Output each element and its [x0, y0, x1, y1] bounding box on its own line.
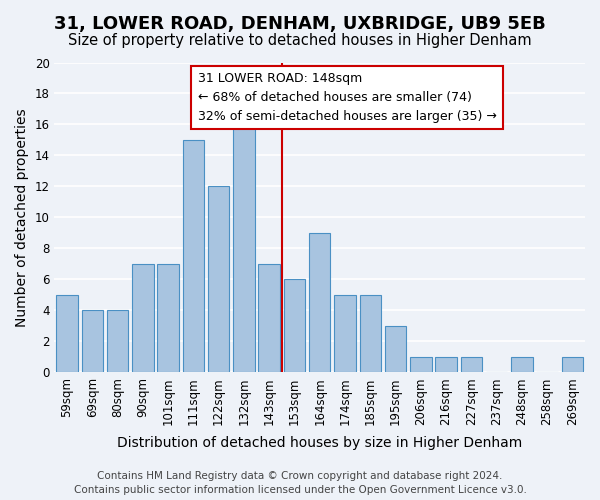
Bar: [233, 124, 254, 372]
Bar: [107, 310, 128, 372]
Bar: [82, 310, 103, 372]
Y-axis label: Number of detached properties: Number of detached properties: [15, 108, 29, 327]
Text: 31, LOWER ROAD, DENHAM, UXBRIDGE, UB9 5EB: 31, LOWER ROAD, DENHAM, UXBRIDGE, UB9 5E…: [54, 15, 546, 33]
Bar: [182, 140, 204, 372]
Text: Size of property relative to detached houses in Higher Denham: Size of property relative to detached ho…: [68, 32, 532, 48]
Bar: [309, 233, 331, 372]
Bar: [208, 186, 229, 372]
Bar: [359, 295, 381, 372]
Bar: [562, 357, 583, 372]
Bar: [410, 357, 431, 372]
Bar: [132, 264, 154, 372]
X-axis label: Distribution of detached houses by size in Higher Denham: Distribution of detached houses by size …: [117, 436, 523, 450]
Bar: [56, 295, 78, 372]
Bar: [284, 280, 305, 372]
Text: Contains HM Land Registry data © Crown copyright and database right 2024.
Contai: Contains HM Land Registry data © Crown c…: [74, 471, 526, 495]
Bar: [461, 357, 482, 372]
Bar: [511, 357, 533, 372]
Bar: [385, 326, 406, 372]
Bar: [435, 357, 457, 372]
Text: 31 LOWER ROAD: 148sqm
← 68% of detached houses are smaller (74)
32% of semi-deta: 31 LOWER ROAD: 148sqm ← 68% of detached …: [197, 72, 497, 123]
Bar: [334, 295, 356, 372]
Bar: [157, 264, 179, 372]
Bar: [259, 264, 280, 372]
